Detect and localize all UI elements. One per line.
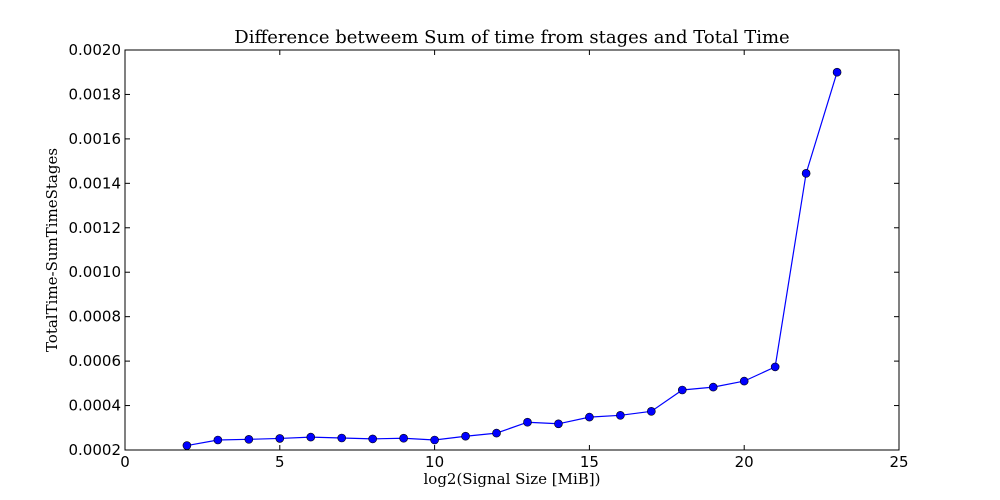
data-point bbox=[647, 407, 656, 416]
y-tick-label: 0.0012 bbox=[69, 219, 122, 237]
data-point bbox=[182, 441, 192, 450]
data-point bbox=[739, 376, 749, 386]
y-tick-label: 0.0020 bbox=[69, 41, 122, 59]
y-tick-label: 0.0014 bbox=[69, 174, 122, 192]
data-point bbox=[770, 362, 780, 372]
y-tick-label: 0.0004 bbox=[69, 397, 122, 415]
series-line bbox=[186, 72, 838, 447]
data-point bbox=[368, 434, 377, 444]
x-axis-label: log2(Signal Size [MiB]) bbox=[423, 470, 600, 488]
data-point bbox=[801, 169, 811, 178]
data-point bbox=[492, 428, 501, 438]
data-point bbox=[708, 382, 718, 392]
chart-title: Difference betweem Sum of time from stag… bbox=[234, 27, 789, 48]
data-point bbox=[461, 431, 470, 441]
y-axis-label: TotalTime-SumTimeStages bbox=[43, 148, 61, 352]
x-tick-label: 5 bbox=[275, 453, 285, 471]
data-point bbox=[213, 435, 223, 445]
x-tick-label: 15 bbox=[580, 453, 599, 471]
y-tick-label: 0.0002 bbox=[69, 441, 122, 459]
data-point bbox=[585, 412, 594, 422]
data-point bbox=[430, 435, 439, 445]
series-layer bbox=[182, 67, 842, 450]
data-point bbox=[832, 67, 842, 77]
x-tick-label: 10 bbox=[425, 453, 444, 471]
data-point bbox=[306, 432, 316, 442]
y-axis: 0.0002 0.0004 0.0006 0.0008 0.0010 0.0012 0.00… bbox=[69, 41, 899, 459]
data-point bbox=[523, 417, 532, 427]
x-tick-label: 20 bbox=[735, 453, 754, 471]
plot-frame bbox=[124, 49, 900, 451]
data-point bbox=[616, 411, 625, 420]
y-tick-label: 0.0010 bbox=[69, 263, 122, 281]
y-tick-label: 0.0008 bbox=[69, 308, 122, 326]
data-point bbox=[275, 434, 285, 443]
data-point bbox=[399, 433, 408, 443]
y-tick-label: 0.0016 bbox=[69, 130, 122, 148]
y-tick-label: 0.0006 bbox=[69, 352, 122, 370]
x-axis: 0 5 10 15 20 25 bbox=[120, 50, 909, 471]
x-tick-label: 0 bbox=[120, 453, 130, 471]
data-point bbox=[337, 433, 347, 443]
x-tick-label: 25 bbox=[889, 453, 908, 471]
y-tick-label: 0.0018 bbox=[69, 85, 122, 103]
data-point bbox=[244, 435, 254, 444]
data-point bbox=[677, 385, 687, 395]
data-point bbox=[554, 419, 563, 429]
